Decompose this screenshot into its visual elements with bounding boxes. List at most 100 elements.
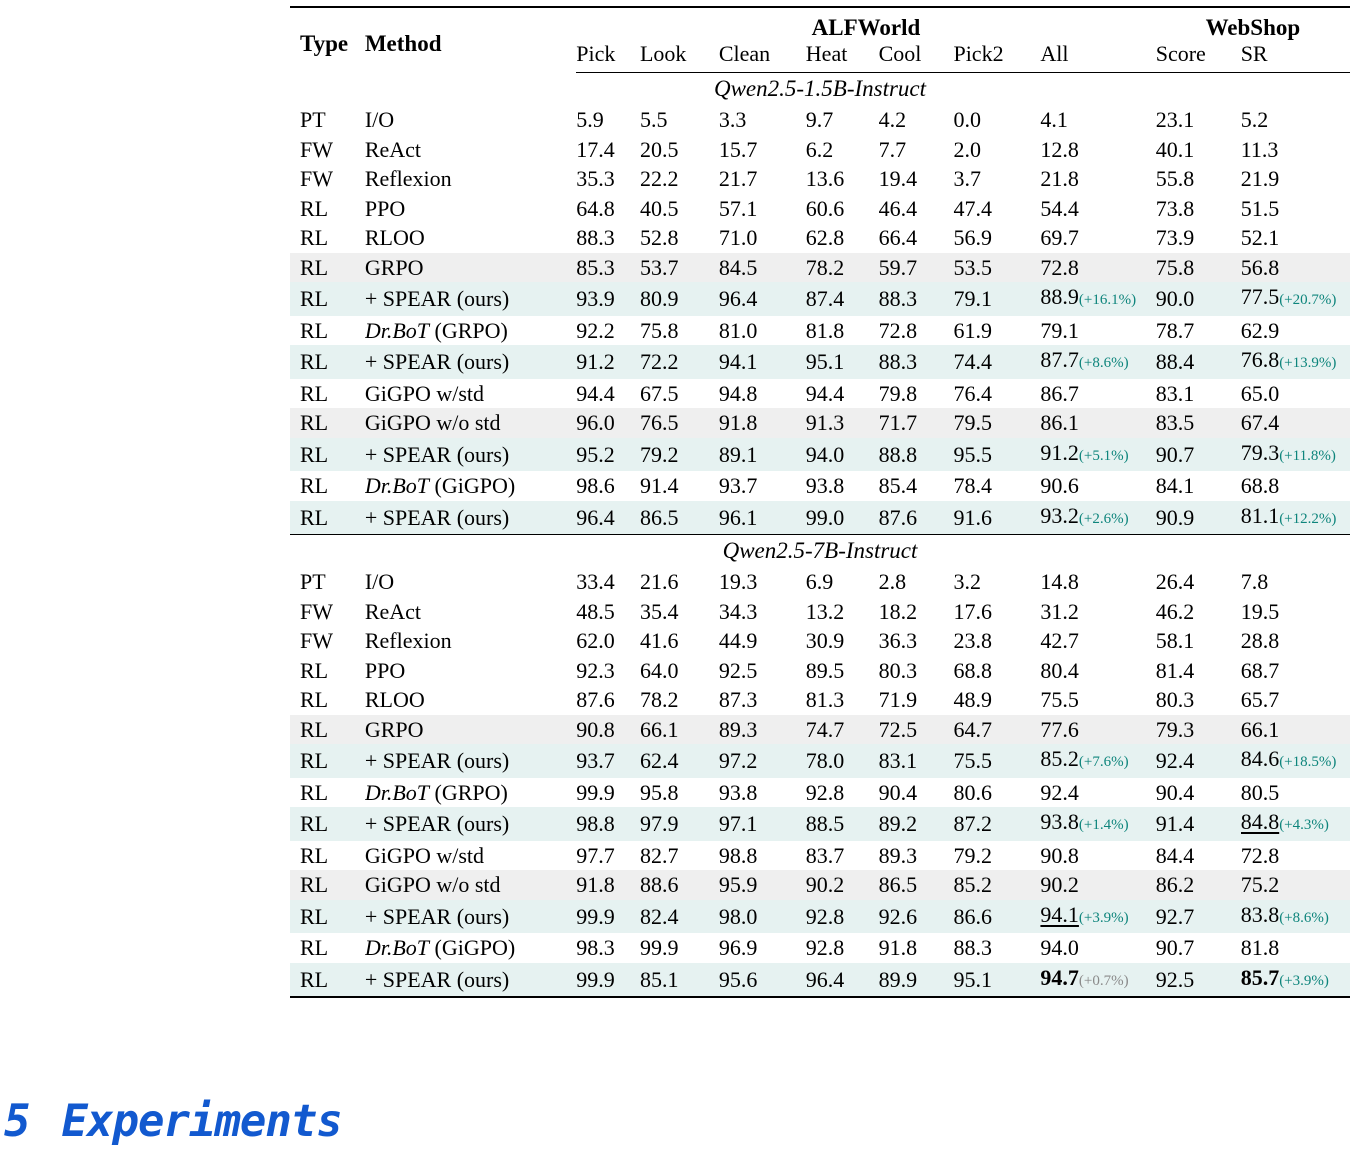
metric-cell: 23.8 — [953, 628, 992, 653]
metric-cell: 76.4 — [953, 380, 992, 406]
metric-cell: 79.8 — [878, 380, 918, 406]
table-row: RL Dr.BoT (GiGPO) 98.6 91.4 93.7 93.8 85.4 78.4… — [290, 471, 1350, 501]
type-cell: RL — [300, 842, 329, 868]
metric-cell: 48.5 — [576, 598, 615, 624]
metric-cell: 35.4 — [639, 598, 679, 624]
metric-cell: 78.4 — [953, 473, 992, 498]
type-cell: PT — [300, 107, 326, 132]
method-cell: Dr.BoT (GRPO) — [364, 317, 508, 343]
type-cell: RL — [300, 935, 329, 960]
type-cell: FW — [300, 136, 333, 162]
metric-cell: 85.2 — [953, 872, 992, 897]
metric-cell: 20.5 — [639, 136, 679, 162]
type-cell: RL — [300, 687, 329, 712]
metric-value: 85.7 — [1240, 964, 1280, 990]
metric-cell: 95.2 — [576, 441, 615, 467]
metric-cell: 62.4 — [639, 748, 679, 773]
metric-cell: 89.3 — [718, 716, 758, 742]
metric-cell: 86.5 — [639, 504, 679, 530]
col-header-sr: SR — [1240, 41, 1350, 73]
metric-cell: 95.9 — [718, 872, 758, 897]
score-cell: 84.4 — [1155, 842, 1195, 868]
score-cell: 73.8 — [1155, 195, 1195, 221]
table-row: RL + SPEAR (ours) 91.2 72.2 94.1 95.1 88.3 74.4… — [290, 345, 1350, 379]
metric-cell: 33.4 — [576, 569, 615, 594]
metric-cell: 88.8 — [878, 441, 918, 467]
results-table: Type Method ALFWorld WebShop Pick Look C… — [290, 6, 1350, 998]
metric-cell: 22.2 — [639, 166, 679, 191]
score-cell: 88.4 — [1155, 349, 1195, 374]
type-cell: RL — [300, 504, 329, 530]
type-cell: RL — [300, 410, 329, 435]
metric-cell: 93.8 — [805, 473, 845, 498]
improvement-note: (+20.7%) — [1279, 292, 1337, 308]
metric-cell: 91.8 — [878, 935, 918, 960]
metric-value: 87.7 — [1040, 347, 1079, 372]
score-cell: 90.0 — [1155, 286, 1195, 311]
section-title-text: Experiments — [61, 1096, 343, 1147]
metric-value: 56.8 — [1240, 254, 1280, 280]
metric-value: 79.1 — [1040, 317, 1079, 343]
all-cell: 94.0 — [1040, 933, 1155, 963]
metric-cell: 97.2 — [718, 748, 758, 773]
type-cell: FW — [300, 628, 333, 653]
col-header-all: All — [1040, 41, 1156, 73]
metric-cell: 78.2 — [805, 254, 845, 280]
method-cell: I/O — [364, 569, 395, 594]
col-header-look: Look — [639, 41, 719, 73]
method-cell: I/O — [364, 107, 395, 132]
table-row: RL + SPEAR (ours) 95.2 79.2 89.1 94.0 88.8 95.5… — [290, 437, 1350, 471]
metric-cell: 4.2 — [878, 107, 907, 132]
all-cell: 94.1(+3.9%) — [1040, 900, 1155, 934]
metric-value: 93.2 — [1040, 502, 1079, 528]
section-title-row: Qwen2.5-7B-Instruct — [290, 534, 1350, 567]
improvement-note: (+12.2%) — [1279, 510, 1337, 527]
metric-cell: 95.5 — [953, 441, 992, 467]
metric-value: 92.4 — [1040, 779, 1079, 805]
all-cell: 90.2 — [1040, 870, 1155, 900]
type-cell: RL — [300, 380, 329, 406]
metric-cell: 98.6 — [576, 473, 615, 498]
metric-cell: 18.2 — [878, 598, 918, 624]
table-row: FW Reflexion 62.0 41.6 44.9 30.9 36.3 23.8 42.7 5… — [290, 626, 1350, 656]
metric-cell: 34.3 — [718, 598, 758, 624]
score-cell: 75.8 — [1155, 254, 1195, 280]
metric-value: 88.9 — [1040, 284, 1079, 309]
table-row: RL GiGPO w/o std 91.8 88.6 95.9 90.2 86.5 85.2 9… — [290, 870, 1350, 900]
metric-cell: 81.3 — [805, 687, 845, 712]
type-cell: RL — [300, 473, 329, 498]
metric-value: 68.7 — [1240, 657, 1280, 683]
metric-cell: 91.6 — [953, 504, 992, 530]
metric-value: 90.6 — [1040, 473, 1079, 498]
metric-value: 67.4 — [1240, 410, 1280, 435]
table-row: RL Dr.BoT (GRPO) 99.9 95.8 93.8 92.8 90.4 80.6 9… — [290, 778, 1350, 808]
type-cell: RL — [300, 317, 329, 343]
all-cell: 42.7 — [1040, 626, 1155, 656]
metric-cell: 83.1 — [878, 748, 918, 773]
metric-cell: 41.6 — [639, 628, 679, 653]
metric-cell: 95.1 — [953, 966, 992, 992]
metric-cell: 47.4 — [953, 195, 992, 221]
metric-value: 84.6 — [1240, 746, 1280, 771]
score-cell: 79.3 — [1155, 716, 1195, 742]
metric-cell: 96.4 — [718, 286, 758, 311]
metric-cell: 96.0 — [576, 410, 615, 435]
metric-cell: 91.8 — [718, 410, 758, 435]
method-name-italic: Dr.BoT — [364, 473, 430, 498]
metric-cell: 6.2 — [805, 136, 834, 162]
metric-cell: 53.5 — [953, 254, 992, 280]
score-cell: 90.7 — [1155, 935, 1195, 960]
metric-cell: 72.2 — [639, 349, 679, 374]
metric-cell: 91.8 — [576, 872, 615, 897]
sr-cell: 85.7(+3.9%) — [1241, 963, 1350, 998]
metric-cell: 88.5 — [805, 811, 845, 836]
metric-cell: 94.8 — [718, 380, 758, 406]
metric-cell: 89.3 — [878, 842, 918, 868]
metric-cell: 79.2 — [953, 842, 992, 868]
sr-cell: 84.8(+4.3%) — [1241, 807, 1350, 841]
sr-cell: 68.7 — [1241, 656, 1350, 686]
metric-cell: 53.7 — [639, 254, 679, 280]
table-body: Qwen2.5-1.5B-Instruct PT I/O 5.9 5.5 3.3 9.7 4.… — [290, 73, 1350, 998]
table-header: Type Method ALFWorld WebShop Pick Look C… — [290, 7, 1350, 73]
metric-value: 42.7 — [1040, 628, 1079, 653]
